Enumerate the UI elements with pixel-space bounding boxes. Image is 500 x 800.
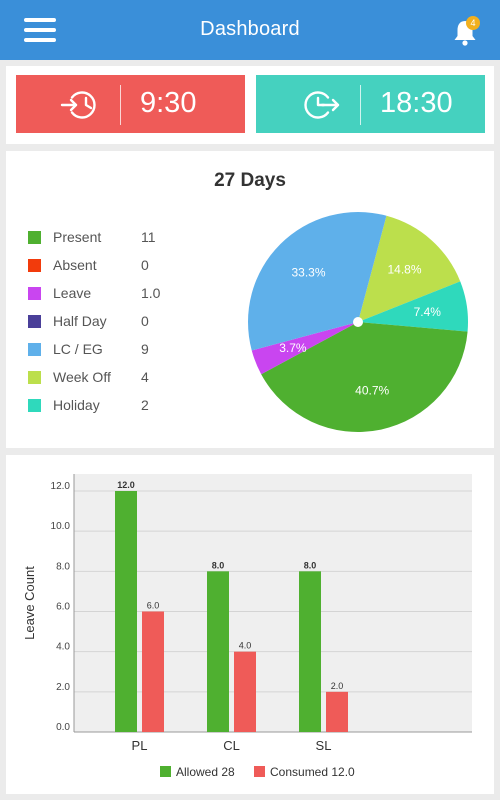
- legend-swatch: [160, 766, 171, 777]
- clock-in-icon: [60, 91, 96, 119]
- legend-value: 2: [141, 397, 149, 413]
- legend-swatch: [28, 259, 41, 272]
- page-title: Dashboard: [200, 18, 300, 40]
- y-axis-label: Leave Count: [22, 566, 37, 640]
- bar-value-label: 4.0: [239, 641, 252, 651]
- hamburger-menu-icon[interactable]: [24, 18, 56, 42]
- legend-item-absent: Absent 0: [28, 255, 208, 283]
- legend-item-present: Present 11: [28, 227, 208, 255]
- legend-label: LC / EG: [53, 341, 103, 357]
- x-tick-label: CL: [223, 738, 240, 753]
- legend-label: Allowed 28: [176, 765, 235, 779]
- bar: [115, 491, 137, 732]
- legend-label: Absent: [53, 257, 97, 273]
- legend-item-lc-eg: LC / EG 9: [28, 339, 208, 367]
- pie-slice: [358, 281, 468, 332]
- pie-slice: [251, 322, 358, 375]
- y-tick-label: 2.0: [56, 682, 70, 693]
- pie-slice-label: 33.3%: [291, 266, 325, 280]
- legend-item-half-day: Half Day 0: [28, 311, 208, 339]
- pie-slice-label: 7.4%: [414, 305, 442, 319]
- punch-out-button[interactable]: 18:30: [256, 75, 485, 133]
- legend-swatch: [28, 231, 41, 244]
- punch-in-time: 9:30: [140, 87, 197, 119]
- legend-value: 4: [141, 369, 149, 385]
- pie-slice: [261, 322, 468, 432]
- bar-value-label: 12.0: [117, 480, 135, 490]
- pie-slice-label: 40.7%: [355, 384, 389, 398]
- legend-swatch: [28, 343, 41, 356]
- bar: [207, 571, 229, 732]
- pie-slice: [248, 212, 387, 351]
- legend-label: Present: [53, 229, 102, 245]
- legend-swatch: [28, 399, 41, 412]
- legend-label: Holiday: [53, 397, 100, 413]
- legend-label: Consumed 12.0: [270, 765, 355, 779]
- bar: [299, 571, 321, 732]
- legend-swatch: [28, 287, 41, 300]
- app-bar: Dashboard 4: [0, 0, 500, 60]
- legend-item-holiday: Holiday 2: [28, 395, 208, 423]
- leave-bar-chart: 0.0 2.0 4.0 6.0 8.0 10.0 12.0 Leave Count 12.0 6.…: [22, 474, 472, 779]
- y-tick-label: 8.0: [56, 561, 70, 572]
- legend-label: Leave: [53, 285, 92, 301]
- bar-value-label: 8.0: [304, 560, 317, 570]
- legend-value: 0: [141, 257, 149, 273]
- legend-value: 9: [141, 341, 149, 357]
- bar-value-label: 2.0: [331, 681, 344, 691]
- legend-label: Week Off: [53, 369, 111, 385]
- attendance-heading: 27 Days: [214, 170, 286, 191]
- legend-item-leave: Leave 1.0: [28, 283, 208, 311]
- legend-value: 11: [141, 229, 156, 245]
- punch-card: 9:30 18:30: [6, 66, 494, 144]
- attendance-summary-card: 27 Days Present 11 Absent 0 Leave 1.0 Ha…: [6, 151, 494, 448]
- pie-slice-label: 3.7%: [279, 341, 307, 355]
- y-tick-label: 0.0: [56, 722, 70, 733]
- y-tick-label: 10.0: [51, 521, 71, 532]
- divider: [360, 85, 361, 125]
- legend-swatch: [28, 315, 41, 328]
- attendance-pie-chart: 14.8% 7.4% 40.7% 3.7% 33.3%: [248, 212, 468, 432]
- pie-center-dot: [353, 317, 363, 327]
- legend-value: 0: [141, 313, 149, 329]
- legend-swatch: [254, 766, 265, 777]
- x-tick-label: SL: [316, 738, 332, 753]
- legend-item-week-off: Week Off 4: [28, 367, 208, 395]
- y-tick-label: 6.0: [56, 602, 70, 613]
- leave-chart-card: 0.0 2.0 4.0 6.0 8.0 10.0 12.0 Leave Count 12.0 6.…: [6, 455, 494, 794]
- bar-value-label: 8.0: [212, 560, 225, 570]
- punch-in-button[interactable]: 9:30: [16, 75, 245, 133]
- pie-slice: [358, 215, 461, 322]
- legend-swatch: [28, 371, 41, 384]
- bar: [234, 651, 256, 732]
- y-tick-label: 12.0: [51, 481, 71, 492]
- divider: [120, 85, 121, 125]
- pie-slice-label: 14.8%: [387, 263, 421, 277]
- plot-area: [74, 474, 472, 732]
- x-tick-label: PL: [132, 738, 148, 753]
- notification-badge: 4: [466, 16, 480, 30]
- bar: [326, 691, 348, 732]
- y-tick-label: 4.0: [56, 642, 70, 653]
- attendance-legend: Present 11 Absent 0 Leave 1.0 Half Day 0…: [28, 227, 208, 423]
- legend-value: 1.0: [141, 285, 161, 301]
- bar: [142, 611, 164, 732]
- legend-label: Half Day: [53, 313, 107, 329]
- clock-out-icon: [304, 91, 340, 119]
- punch-out-time: 18:30: [380, 87, 453, 119]
- bar-value-label: 6.0: [147, 601, 160, 611]
